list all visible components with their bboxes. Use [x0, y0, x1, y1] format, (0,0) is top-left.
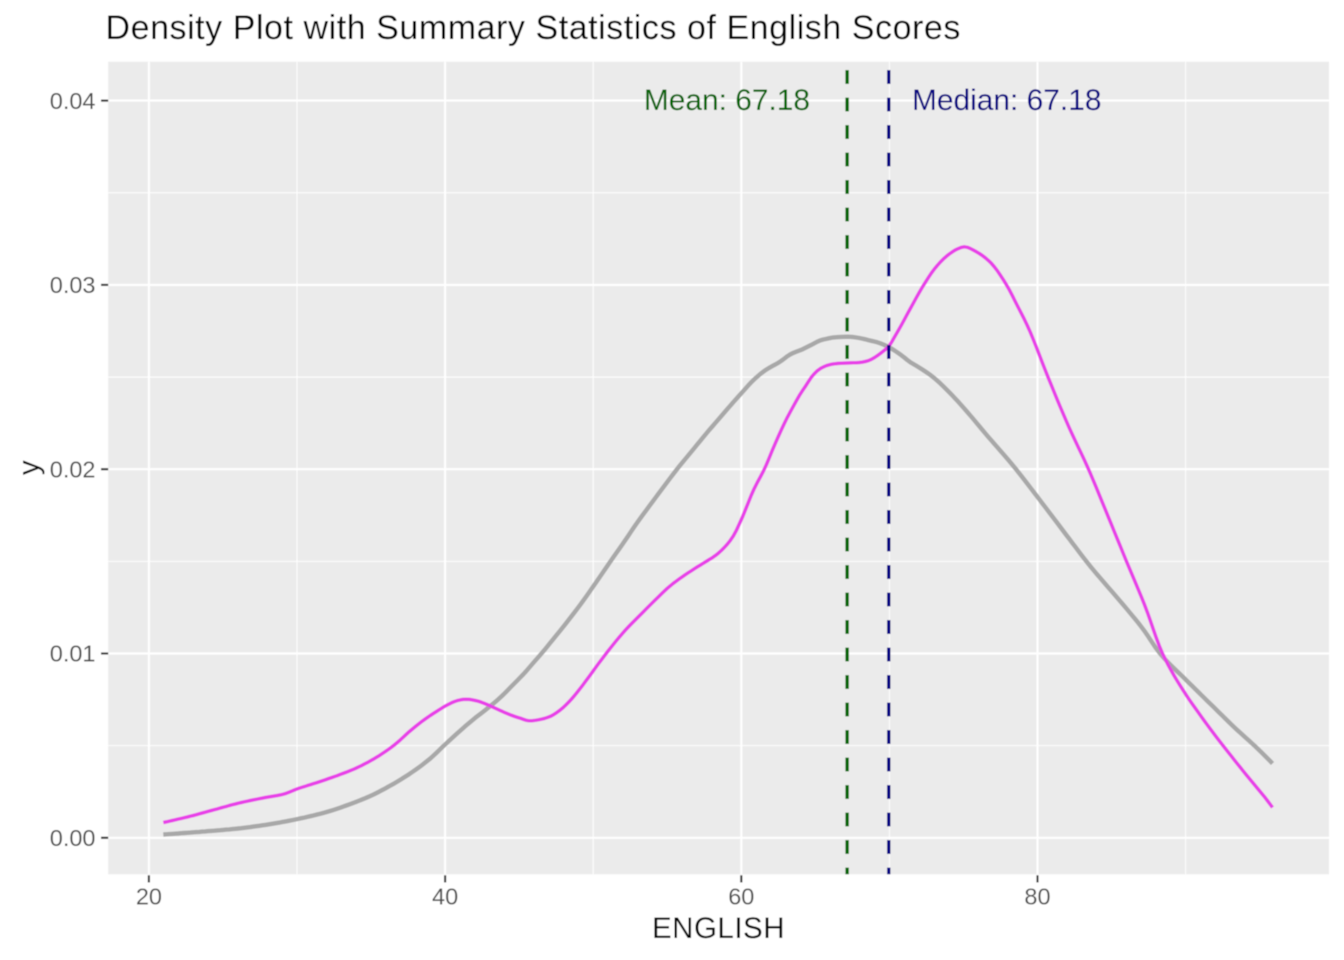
svg-text:0.03: 0.03	[50, 272, 96, 298]
svg-text:0.00: 0.00	[50, 825, 96, 851]
svg-text:ENGLISH: ENGLISH	[652, 912, 785, 945]
svg-text:0.01: 0.01	[50, 641, 96, 667]
svg-text:0.02: 0.02	[50, 456, 96, 482]
svg-text:80: 80	[1024, 884, 1050, 910]
svg-text:40: 40	[432, 884, 458, 910]
svg-text:Mean: 67.18: Mean: 67.18	[644, 84, 810, 117]
svg-text:0.04: 0.04	[50, 88, 96, 114]
svg-text:Median: 67.18: Median: 67.18	[912, 84, 1101, 117]
svg-text:60: 60	[728, 884, 754, 910]
svg-text:y: y	[13, 460, 46, 475]
svg-text:Density Plot with Summary Stat: Density Plot with Summary Statistics of …	[106, 9, 961, 47]
svg-text:20: 20	[136, 884, 162, 910]
